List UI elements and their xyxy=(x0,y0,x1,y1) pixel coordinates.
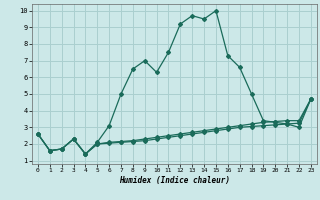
X-axis label: Humidex (Indice chaleur): Humidex (Indice chaleur) xyxy=(119,176,230,185)
